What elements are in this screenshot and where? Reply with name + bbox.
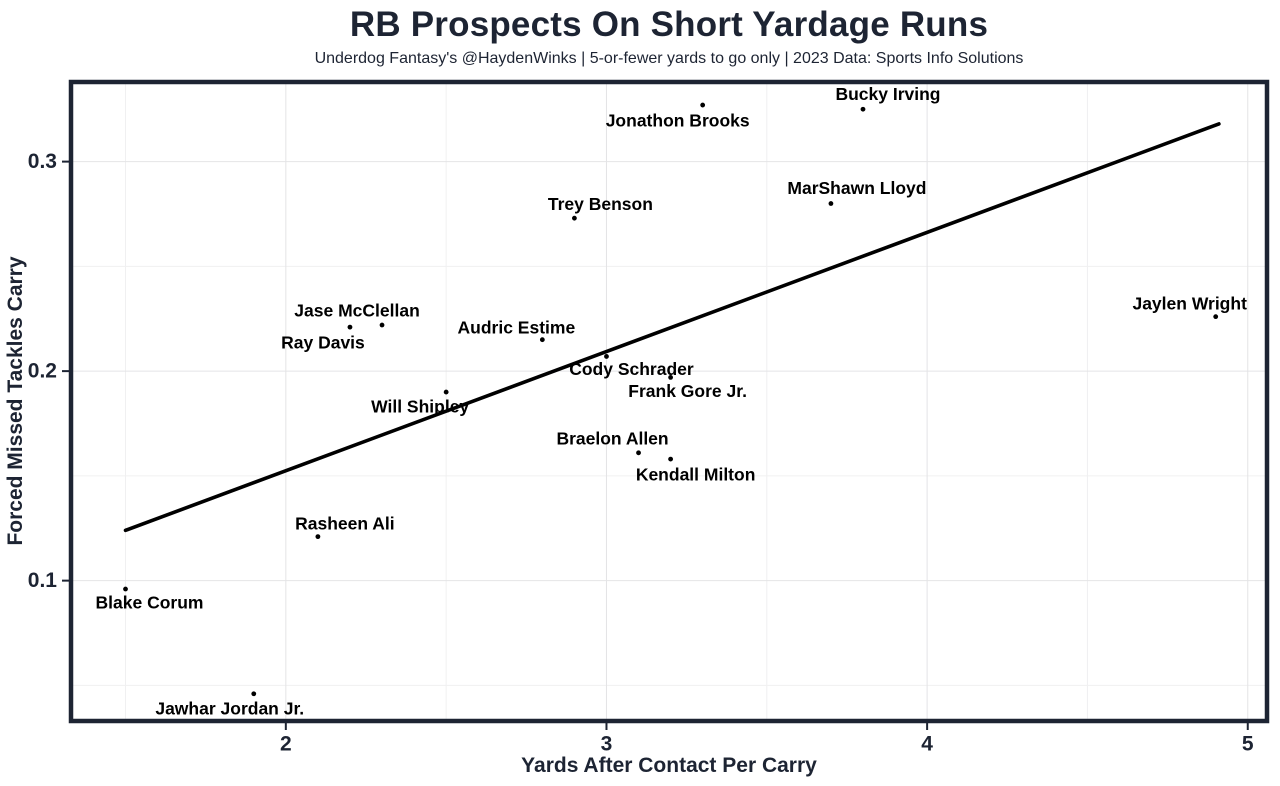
y-axis-title: Forced Missed Tackles Carry	[4, 256, 27, 546]
data-point-jonathon-brooks	[700, 102, 706, 108]
player-label-audric-estime: Audric Estime	[458, 317, 576, 337]
y-tick-label: 0.2	[28, 360, 57, 383]
data-point-bucky-irving	[860, 106, 866, 112]
player-label-kendall-milton: Kendall Milton	[636, 465, 756, 485]
data-point-kendall-milton	[668, 456, 674, 462]
data-point-jase-mcclellan	[379, 322, 385, 328]
data-point-blake-corum	[123, 586, 128, 592]
player-label-ray-davis: Ray Davis	[281, 333, 365, 353]
player-label-marshawn-lloyd: MarShawn Lloyd	[787, 178, 926, 198]
data-point-braelon-allen	[636, 450, 641, 456]
player-label-bucky-irving: Bucky Irving	[835, 84, 940, 104]
data-point-frank-gore-jr	[668, 375, 674, 380]
player-label-trey-benson: Trey Benson	[548, 194, 653, 214]
plot-area	[71, 82, 1267, 721]
player-label-jawhar-jordan-jr: Jawhar Jordan Jr.	[155, 698, 304, 718]
data-point-marshawn-lloyd	[828, 201, 834, 206]
player-label-jonathon-brooks: Jonathon Brooks	[606, 111, 750, 131]
player-label-rasheen-ali: Rasheen Ali	[295, 513, 395, 533]
x-tick-label: 5	[1242, 733, 1254, 756]
chart-title: RB Prospects On Short Yardage Runs	[349, 5, 989, 44]
data-point-audric-estime	[539, 337, 545, 343]
x-tick-label: 3	[601, 733, 613, 756]
player-label-frank-gore-jr: Frank Gore Jr.	[628, 381, 747, 401]
data-point-cody-schrader	[604, 354, 609, 359]
player-label-will-shipley: Will Shipley	[371, 397, 469, 417]
player-label-blake-corum: Blake Corum	[96, 593, 204, 613]
data-point-rasheen-ali	[315, 534, 321, 540]
x-tick-label: 2	[280, 733, 292, 756]
data-point-trey-benson	[572, 215, 577, 221]
y-tick-label: 0.3	[28, 150, 57, 173]
player-label-braelon-allen: Braelon Allen	[556, 428, 668, 448]
player-label-jase-mcclellan: Jase McClellan	[294, 301, 419, 321]
data-point-will-shipley	[443, 389, 449, 395]
x-axis-title: Yards After Contact Per Carry	[521, 754, 817, 777]
plot-border	[68, 79, 1270, 724]
player-label-jaylen-wright: Jaylen Wright	[1132, 293, 1247, 313]
chart-subtitle: Underdog Fantasy's @HaydenWinks | 5-or-f…	[314, 50, 1024, 67]
data-point-jawhar-jordan-jr	[251, 691, 257, 697]
player-label-cody-schrader: Cody Schrader	[569, 359, 694, 379]
y-tick-label: 0.1	[28, 569, 58, 592]
trend-line	[123, 122, 1221, 533]
data-point-jaylen-wright	[1213, 314, 1219, 320]
x-tick-label: 4	[921, 733, 933, 756]
data-point-ray-davis	[347, 324, 353, 330]
